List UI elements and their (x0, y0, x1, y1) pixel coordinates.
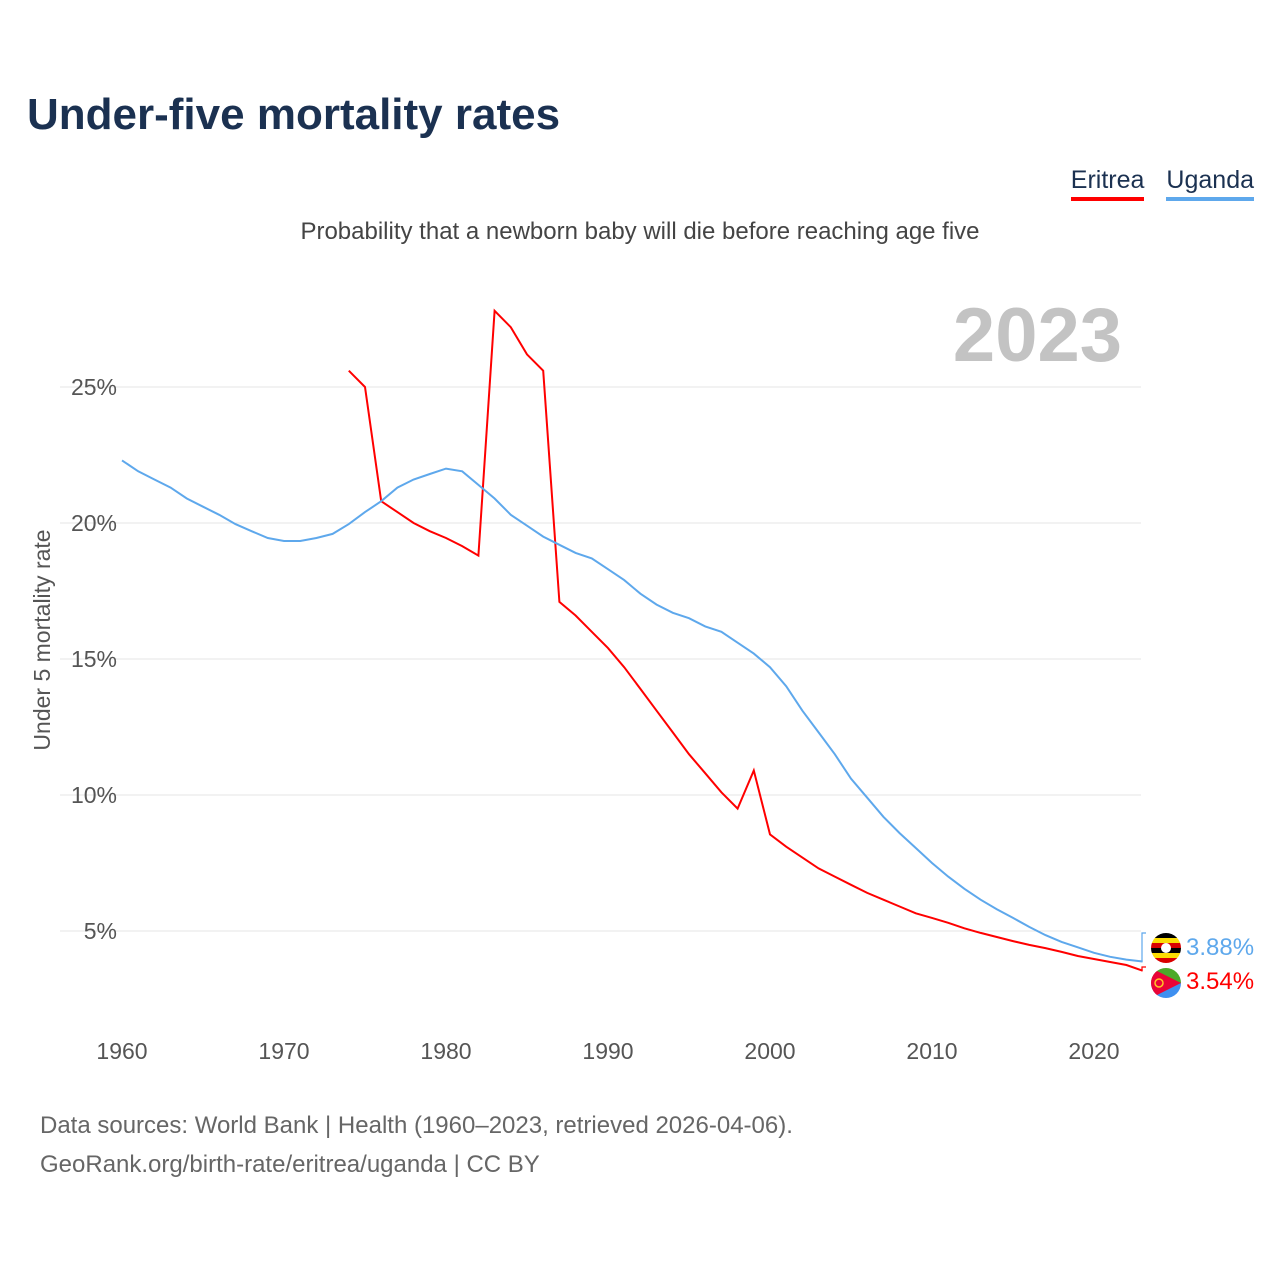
flag-stripe (1151, 953, 1181, 958)
y-tick-label: 5% (84, 918, 117, 944)
uganda-flag-icon (1151, 933, 1181, 963)
end-value-label: 3.54% (1186, 968, 1254, 995)
x-tick-label: 1980 (420, 1038, 471, 1064)
series-line-eritrea (348, 308, 1143, 972)
footer: Data sources: World Bank | Health (1960–… (40, 1106, 793, 1184)
legend: Eritrea Uganda (1070, 166, 1254, 201)
y-tick-label: 25% (71, 374, 117, 400)
flag-stripe (1151, 938, 1181, 943)
flag-part (1151, 968, 1181, 998)
x-tick-label: 1990 (582, 1038, 633, 1064)
flag-emblem (1161, 943, 1171, 953)
x-tick-label: 1960 (96, 1038, 147, 1064)
y-tick-label: 10% (71, 782, 117, 808)
x-tick-label: 2000 (744, 1038, 795, 1064)
flag-stripe (1151, 933, 1181, 938)
data-source: Data sources: World Bank | Health (1960–… (40, 1112, 793, 1139)
end-value-label: 3.88% (1186, 934, 1254, 961)
flag-emblem (1154, 978, 1164, 988)
leader-line (1141, 932, 1146, 963)
chart-subtitle: Probability that a newborn baby will die… (300, 218, 980, 245)
x-tick-label: 1970 (258, 1038, 309, 1064)
x-tick-label: 2020 (1068, 1038, 1119, 1064)
series-line-uganda (121, 459, 1143, 963)
eritrea-flag-icon (1151, 968, 1181, 998)
chart-title: Under-five mortality rates (27, 90, 561, 139)
x-tick-label: 2010 (906, 1038, 957, 1064)
attribution[interactable]: GeoRank.org/birth-rate/eritrea/uganda | … (40, 1151, 540, 1178)
y-axis-label: Under 5 mortality rate (29, 529, 55, 750)
legend-item-uganda[interactable]: Uganda (1166, 166, 1254, 201)
y-tick-label: 20% (71, 510, 117, 536)
legend-item-eritrea[interactable]: Eritrea (1070, 166, 1145, 201)
flag-stripe (1151, 958, 1181, 963)
y-tick-label: 15% (71, 646, 117, 672)
year-label: 2023 (952, 293, 1122, 378)
leader-line (1141, 966, 1146, 972)
